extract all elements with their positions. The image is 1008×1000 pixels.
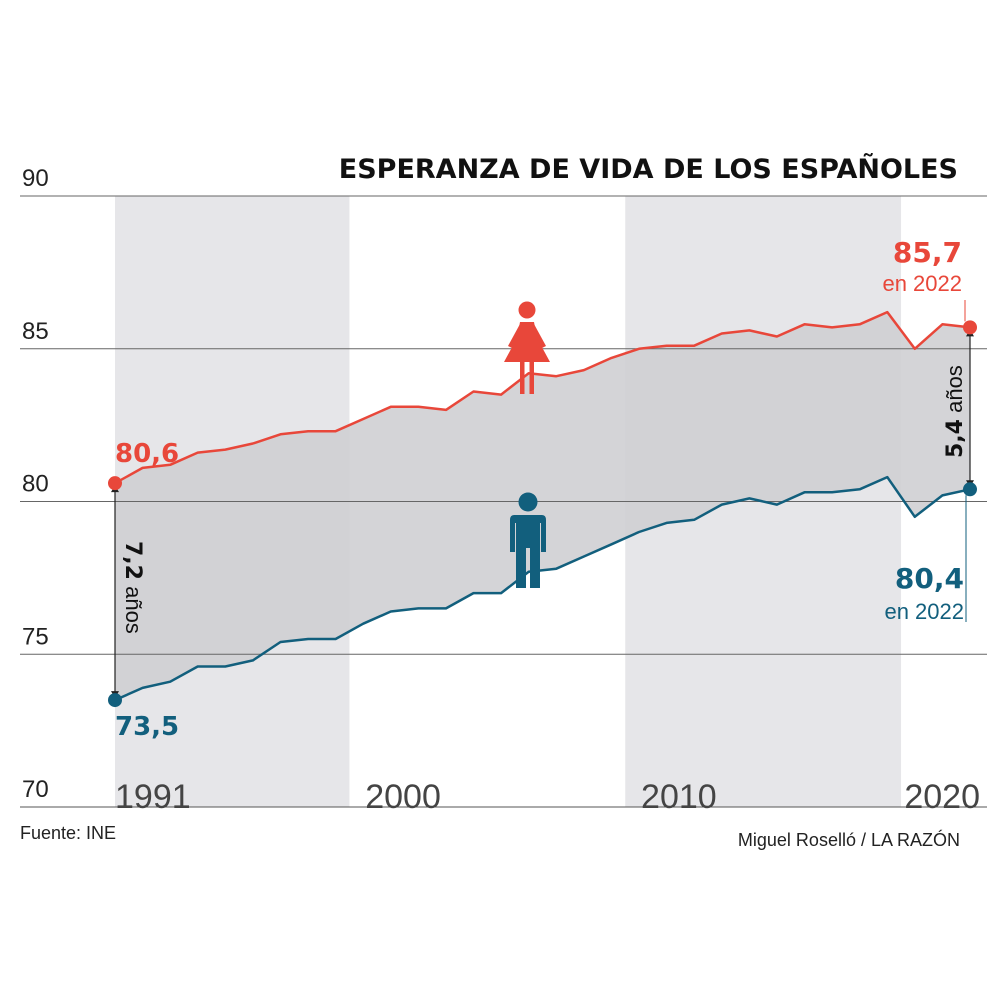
y-tick-90: 90 xyxy=(22,165,49,192)
gap-label-end-num: 5,4 xyxy=(943,419,968,458)
label-mujeres-end-sub: en 2022 xyxy=(882,271,962,296)
x-tick-2020: 2020 xyxy=(904,778,980,816)
x-tick-1991: 1991 xyxy=(115,778,191,816)
y-tick-80: 80 xyxy=(22,471,49,498)
y-tick-85: 85 xyxy=(22,318,49,345)
gridlines xyxy=(20,195,987,808)
chart-title: ESPERANZA DE VIDA DE LOS ESPAÑOLES xyxy=(339,153,958,185)
gap-label-start-num: 7,2 xyxy=(120,541,145,580)
gap-area xyxy=(115,312,970,701)
y-tick-75: 75 xyxy=(22,623,49,650)
marker-hombres-1991 xyxy=(108,693,122,708)
man-icon xyxy=(510,492,546,588)
label-mujeres-end: 85,7 xyxy=(893,236,962,269)
x-tick-2000: 2000 xyxy=(365,778,441,816)
endpoint-markers xyxy=(108,320,977,708)
gap-label-start-unit: años xyxy=(121,580,146,634)
marker-hombres-2022 xyxy=(963,482,977,497)
series-line-mujeres xyxy=(114,310,971,485)
source-note: Fuente: INE xyxy=(20,823,116,843)
label-hombres-end-sub: en 2022 xyxy=(884,599,964,624)
marker-mujeres-1991 xyxy=(108,476,122,491)
y-tick-labels: 70 75 80 85 90 xyxy=(22,165,49,803)
label-hombres-start: 73,5 xyxy=(115,712,179,742)
x-tick-labels: 1991 2000 2010 2020 xyxy=(115,778,980,816)
gap-label-end: 5,4 años xyxy=(942,365,968,458)
woman-icon xyxy=(504,301,550,394)
gap-label-start: 7,2 años xyxy=(120,541,146,634)
series-line-hombres xyxy=(114,475,971,702)
marker-mujeres-2022 xyxy=(963,320,977,335)
x-tick-2010: 2010 xyxy=(641,778,717,816)
label-hombres-end: 80,4 xyxy=(895,562,964,595)
credit-note: Miguel Roselló / LA RAZÓN xyxy=(738,829,960,850)
label-mujeres-start: 80,6 xyxy=(115,439,179,469)
gap-label-end-unit: años xyxy=(942,365,967,419)
y-tick-70: 70 xyxy=(22,776,49,803)
